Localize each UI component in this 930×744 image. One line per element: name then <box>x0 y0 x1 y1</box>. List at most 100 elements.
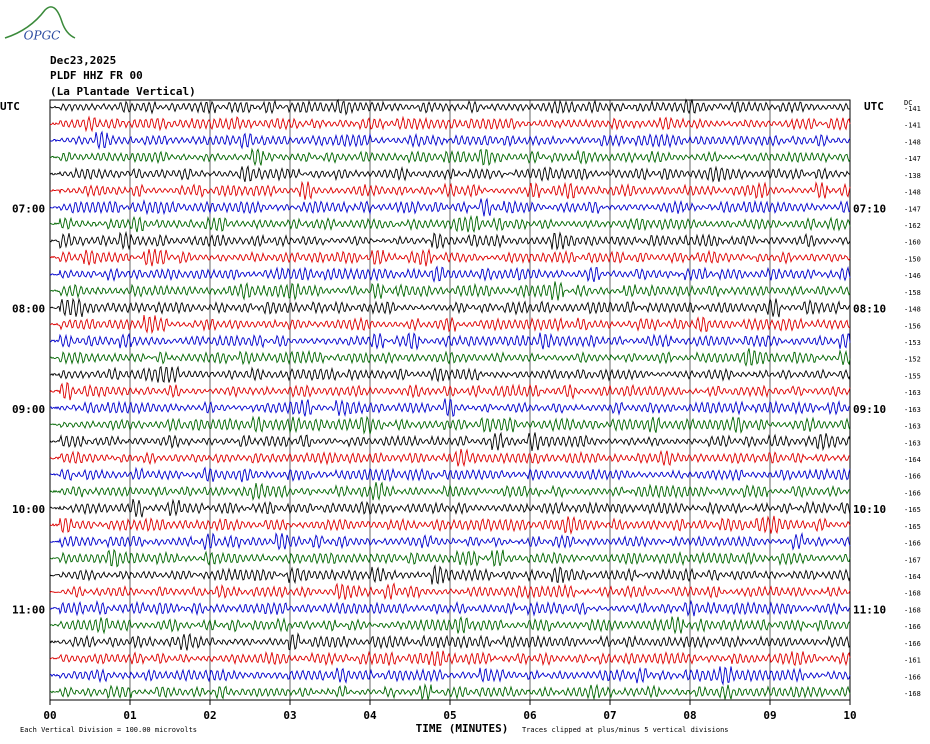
date: Dec23,2025 <box>50 54 116 67</box>
hour-label: 10:10 <box>853 503 886 516</box>
station: PLDF HHZ FR 00 <box>50 69 143 82</box>
trace <box>49 481 851 501</box>
dc-offset: -141 <box>904 122 921 130</box>
left-axis-title: UTC <box>0 100 20 113</box>
dc-offset: -166 <box>904 673 921 681</box>
trace <box>49 115 851 133</box>
x-tick-label: 08 <box>683 709 696 722</box>
right-axis-title: UTC <box>864 100 884 113</box>
trace <box>49 248 851 267</box>
dc-offset: -164 <box>904 456 921 464</box>
dc-offset: -166 <box>904 540 921 548</box>
trace <box>49 332 851 351</box>
trace <box>49 398 851 417</box>
x-tick-label: 10 <box>843 709 856 722</box>
dc-offset: -160 <box>904 239 921 247</box>
trace <box>49 448 851 468</box>
dc-offset: -141 <box>904 105 921 113</box>
dc-offset: -168 <box>904 590 921 598</box>
trace <box>49 265 851 283</box>
dc-offset: -150 <box>904 255 921 263</box>
trace <box>49 431 851 452</box>
dc-offset: -167 <box>904 556 921 564</box>
trace <box>49 130 851 150</box>
hour-label: 08:00 <box>12 303 45 316</box>
dc-offset: -146 <box>904 272 921 280</box>
hour-label: 11:10 <box>853 603 886 616</box>
trace <box>49 564 851 585</box>
logo-mark <box>4 6 76 39</box>
trace <box>49 582 851 600</box>
dc-offset: -168 <box>904 690 921 698</box>
x-tick-label: 01 <box>123 709 137 722</box>
x-tick-label: 04 <box>363 709 377 722</box>
dc-offset: -155 <box>904 372 921 380</box>
dc-offset: -166 <box>904 489 921 497</box>
dc-offset: -168 <box>904 606 921 614</box>
hour-label: 10:00 <box>12 503 45 516</box>
trace <box>49 315 851 335</box>
dc-offset: -153 <box>904 339 921 347</box>
dc-offset: -164 <box>904 573 921 581</box>
trace <box>49 297 851 318</box>
trace <box>49 180 851 200</box>
dc-offset: -148 <box>904 138 921 146</box>
trace <box>49 615 851 635</box>
x-tick-label: 05 <box>443 709 456 722</box>
x-tick-label: 02 <box>203 709 216 722</box>
dc-offset: -165 <box>904 523 921 531</box>
dc-offset: -162 <box>904 222 921 230</box>
x-tick-label: 06 <box>523 709 537 722</box>
trace <box>49 531 851 551</box>
trace <box>49 548 851 568</box>
hour-label: 11:00 <box>12 603 45 616</box>
x-tick-label: 03 <box>283 709 296 722</box>
trace <box>49 197 851 217</box>
dc-offset: -147 <box>904 155 921 163</box>
x-axis-title: TIME (MINUTES) <box>416 722 509 735</box>
dc-offset: -166 <box>904 623 921 631</box>
logo-text: OPGC <box>24 29 61 43</box>
dc-offset: -165 <box>904 506 921 514</box>
dc-title: DC <box>904 99 912 107</box>
scale-note: Each Vertical Division = 100.00 microvol… <box>20 726 197 734</box>
trace <box>49 632 851 651</box>
trace <box>49 230 851 251</box>
dc-offset: -166 <box>904 640 921 648</box>
trace <box>49 348 851 367</box>
dc-offset: -163 <box>904 423 921 431</box>
trace <box>49 498 851 518</box>
trace <box>49 683 851 701</box>
hour-label: 07:10 <box>853 202 886 215</box>
trace <box>49 415 851 435</box>
x-tick-label: 07 <box>603 709 616 722</box>
dc-offset: -163 <box>904 406 921 414</box>
dc-offset: -161 <box>904 657 921 665</box>
trace <box>49 599 851 617</box>
hour-label: 07:00 <box>12 202 45 215</box>
trace <box>49 281 851 301</box>
trace <box>49 466 851 483</box>
location: (La Plantade Vertical) <box>50 85 196 98</box>
trace <box>50 214 851 233</box>
trace <box>49 381 851 401</box>
hour-label: 08:10 <box>853 303 886 316</box>
x-tick-label: 09 <box>763 709 776 722</box>
dc-offset: -148 <box>904 306 921 314</box>
dc-offset: -163 <box>904 389 921 397</box>
trace <box>50 365 851 383</box>
dc-offset: -147 <box>904 205 921 213</box>
dc-offset: -166 <box>904 473 921 481</box>
trace <box>49 98 851 116</box>
trace <box>49 515 851 535</box>
hour-label: 09:00 <box>12 403 45 416</box>
clip-note: Traces clipped at plus/minus 5 vertical … <box>522 726 729 734</box>
x-tick-label: 00 <box>43 709 56 722</box>
dc-offset: -156 <box>904 322 921 330</box>
trace <box>49 165 851 183</box>
dc-offset: -152 <box>904 356 921 364</box>
trace <box>49 147 851 167</box>
hour-label: 09:10 <box>853 403 886 416</box>
dc-offset: -138 <box>904 172 921 180</box>
